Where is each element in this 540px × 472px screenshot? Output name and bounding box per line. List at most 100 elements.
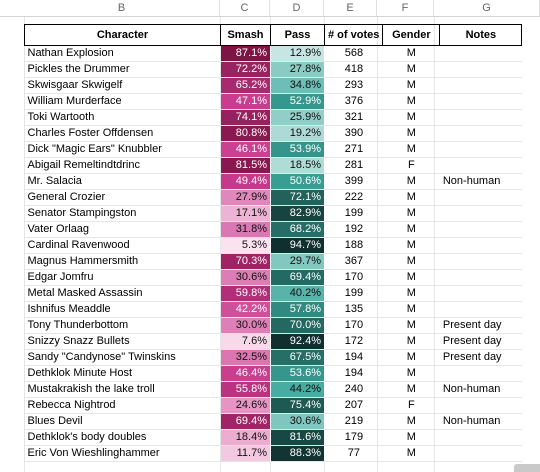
- cell-pass[interactable]: 50.6%: [270, 173, 325, 190]
- cell-smash[interactable]: 30.0%: [220, 317, 271, 334]
- column-letter[interactable]: G: [434, 0, 540, 16]
- cell-notes[interactable]: [439, 365, 522, 382]
- cell-pass[interactable]: 88.3%: [270, 445, 325, 462]
- cell-notes[interactable]: [439, 285, 522, 302]
- cell-pass[interactable]: 53.9%: [270, 141, 325, 158]
- cell-notes[interactable]: [439, 253, 522, 270]
- cell-notes[interactable]: Non-human: [439, 381, 522, 398]
- cell-gender[interactable]: M: [382, 221, 440, 238]
- cell-votes[interactable]: 390: [324, 125, 383, 142]
- cell-votes[interactable]: 271: [324, 141, 383, 158]
- cell-name[interactable]: Metal Masked Assassin: [24, 285, 221, 302]
- cell-pass[interactable]: 25.9%: [270, 109, 325, 126]
- cell-name[interactable]: Pickles the Drummer: [24, 61, 221, 78]
- cell-pass[interactable]: 18.5%: [270, 157, 325, 174]
- cell-smash[interactable]: 80.8%: [220, 125, 271, 142]
- cell-notes[interactable]: Present day: [439, 349, 522, 366]
- cell-pass[interactable]: 94.7%: [270, 237, 325, 254]
- cell-notes[interactable]: [439, 429, 522, 446]
- cell-gender[interactable]: F: [382, 397, 440, 414]
- cell-smash[interactable]: 72.2%: [220, 61, 271, 78]
- header-votes[interactable]: # of votes: [323, 24, 384, 46]
- cell-notes[interactable]: [439, 301, 522, 318]
- cell-name[interactable]: Eric Von Wieshlinghammer: [24, 445, 221, 462]
- cell-pass[interactable]: 92.4%: [270, 333, 325, 350]
- cell-notes[interactable]: [439, 77, 522, 94]
- cell-pass[interactable]: 72.1%: [270, 189, 325, 206]
- cell-pass[interactable]: 27.8%: [270, 61, 325, 78]
- cell-name[interactable]: Senator Stampingston: [24, 205, 221, 222]
- cell-smash[interactable]: 49.4%: [220, 173, 271, 190]
- column-letter[interactable]: B: [24, 0, 220, 16]
- cell-smash[interactable]: 17.1%: [220, 205, 271, 222]
- cell-smash[interactable]: 69.4%: [220, 413, 271, 430]
- cell-votes[interactable]: 170: [324, 317, 383, 334]
- cell-pass[interactable]: 68.2%: [270, 221, 325, 238]
- cell-gender[interactable]: M: [382, 285, 440, 302]
- cell-votes[interactable]: 321: [324, 109, 383, 126]
- cell-gender[interactable]: M: [382, 349, 440, 366]
- cell-smash[interactable]: 11.7%: [220, 445, 271, 462]
- cell-name[interactable]: Edgar Jomfru: [24, 269, 221, 286]
- cell-notes[interactable]: [439, 189, 522, 206]
- cell-votes[interactable]: 240: [324, 381, 383, 398]
- cell-pass[interactable]: 57.8%: [270, 301, 325, 318]
- cell-votes[interactable]: 172: [324, 333, 383, 350]
- cell-pass[interactable]: 44.2%: [270, 381, 325, 398]
- cell-gender[interactable]: M: [382, 333, 440, 350]
- cell-votes[interactable]: 199: [324, 285, 383, 302]
- cell-gender[interactable]: M: [382, 301, 440, 318]
- cell-votes[interactable]: 77: [324, 445, 383, 462]
- cell-votes[interactable]: 192: [324, 221, 383, 238]
- cell-notes[interactable]: Non-human: [439, 413, 522, 430]
- cell-smash[interactable]: 59.8%: [220, 285, 271, 302]
- cell-pass[interactable]: 12.9%: [270, 45, 325, 62]
- cell-gender[interactable]: M: [382, 189, 440, 206]
- header-gender[interactable]: Gender: [382, 24, 441, 46]
- cell-smash[interactable]: 30.6%: [220, 269, 271, 286]
- cell-notes[interactable]: [439, 237, 522, 254]
- cell-votes[interactable]: 367: [324, 253, 383, 270]
- cell-smash[interactable]: 55.8%: [220, 381, 271, 398]
- cell-gender[interactable]: M: [382, 445, 440, 462]
- cell-gender[interactable]: M: [382, 269, 440, 286]
- header-character[interactable]: Character: [24, 24, 221, 46]
- cell-smash[interactable]: 81.5%: [220, 157, 271, 174]
- cell-name[interactable]: Charles Foster Offdensen: [24, 125, 221, 142]
- cell-votes[interactable]: 179: [324, 429, 383, 446]
- cell-notes[interactable]: [439, 205, 522, 222]
- cell-gender[interactable]: M: [382, 173, 440, 190]
- cell-votes[interactable]: 135: [324, 301, 383, 318]
- cell-votes[interactable]: 194: [324, 349, 383, 366]
- cell-smash[interactable]: 5.3%: [220, 237, 271, 254]
- cell-name[interactable]: Magnus Hammersmith: [24, 253, 221, 270]
- cell-name[interactable]: Dethklok Minute Host: [24, 365, 221, 382]
- cell-name[interactable]: Ishnifus Meaddle: [24, 301, 221, 318]
- cell-gender[interactable]: M: [382, 45, 440, 62]
- cell-votes[interactable]: 376: [324, 93, 383, 110]
- cell-gender[interactable]: M: [382, 237, 440, 254]
- cell-name[interactable]: Toki Wartooth: [24, 109, 221, 126]
- cell-pass[interactable]: 30.6%: [270, 413, 325, 430]
- cell-notes[interactable]: [439, 397, 522, 414]
- cell-name[interactable]: Mr. Salacia: [24, 173, 221, 190]
- cell-pass[interactable]: 29.7%: [270, 253, 325, 270]
- cell-gender[interactable]: M: [382, 365, 440, 382]
- cell-notes[interactable]: Non-human: [439, 173, 522, 190]
- cell-name[interactable]: Skwisgaar Skwigelf: [24, 77, 221, 94]
- cell-smash[interactable]: 70.3%: [220, 253, 271, 270]
- cell-name[interactable]: Cardinal Ravenwood: [24, 237, 221, 254]
- cell-gender[interactable]: M: [382, 381, 440, 398]
- cell-name[interactable]: Abigail Remeltindtdrinc: [24, 157, 221, 174]
- cell-notes[interactable]: [439, 61, 522, 78]
- cell-gender[interactable]: M: [382, 61, 440, 78]
- cell-gender[interactable]: M: [382, 205, 440, 222]
- cell-notes[interactable]: [439, 125, 522, 142]
- cell-gender[interactable]: M: [382, 317, 440, 334]
- cell-gender[interactable]: F: [382, 157, 440, 174]
- cell-smash[interactable]: 32.5%: [220, 349, 271, 366]
- cell-name[interactable]: Nathan Explosion: [24, 45, 221, 62]
- cell-smash[interactable]: 46.1%: [220, 141, 271, 158]
- column-letter[interactable]: F: [377, 0, 434, 16]
- cell-smash[interactable]: 31.8%: [220, 221, 271, 238]
